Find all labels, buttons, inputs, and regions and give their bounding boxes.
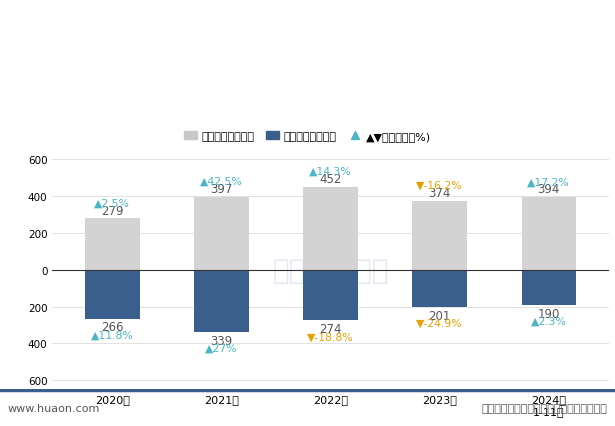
Text: 374: 374 [429, 187, 451, 200]
Text: 266: 266 [101, 321, 124, 334]
Bar [303, 187, 358, 270]
Text: 452: 452 [319, 173, 342, 185]
Text: 339: 339 [210, 334, 232, 347]
Text: 274: 274 [319, 322, 342, 335]
Bar [522, 270, 576, 305]
Text: 279: 279 [101, 204, 124, 217]
Bar [303, 270, 358, 320]
Text: ▲14.3%: ▲14.3% [309, 166, 352, 176]
Text: 华经产业研究院: 华经产业研究院 [272, 256, 389, 284]
Text: ▲17.2%: ▲17.2% [528, 177, 570, 187]
Text: ▲42.5%: ▲42.5% [200, 176, 243, 186]
Bar [522, 198, 576, 270]
Bar [194, 270, 248, 332]
Bar [85, 270, 140, 319]
Text: ▼-16.2%: ▼-16.2% [416, 181, 463, 190]
Legend: 出口额（亿美元）, 进口额（亿美元）, ▲▼同比增长（%): 出口额（亿美元）, 进口额（亿美元）, ▲▼同比增长（%) [184, 131, 431, 141]
Text: ▲2.5%: ▲2.5% [94, 198, 130, 208]
Text: 专业严谨●客观科学: 专业严谨●客观科学 [539, 57, 606, 69]
Text: ▲2.3%: ▲2.3% [531, 316, 567, 326]
Text: 190: 190 [538, 307, 560, 320]
Text: 397: 397 [210, 182, 232, 196]
Bar [194, 197, 248, 270]
Text: ▼-18.8%: ▼-18.8% [308, 331, 354, 341]
Bar [413, 201, 467, 270]
Text: 华经情报网: 华经情报网 [9, 56, 51, 70]
Text: 201: 201 [429, 309, 451, 322]
Bar [85, 219, 140, 270]
Text: 394: 394 [538, 183, 560, 196]
Text: ▲11.8%: ▲11.8% [91, 330, 133, 340]
Text: ▲27%: ▲27% [205, 343, 237, 353]
Text: www.huaon.com: www.huaon.com [7, 403, 100, 413]
Text: 2020-2024年11月陕西省商品收发货人所在地进、出口额: 2020-2024年11月陕西省商品收发货人所在地进、出口额 [151, 93, 464, 111]
Text: ▼-24.9%: ▼-24.9% [416, 318, 463, 328]
Text: 数据来源：中国海关，华经产业研究院整理: 数据来源：中国海关，华经产业研究院整理 [482, 403, 608, 413]
Bar [413, 270, 467, 307]
